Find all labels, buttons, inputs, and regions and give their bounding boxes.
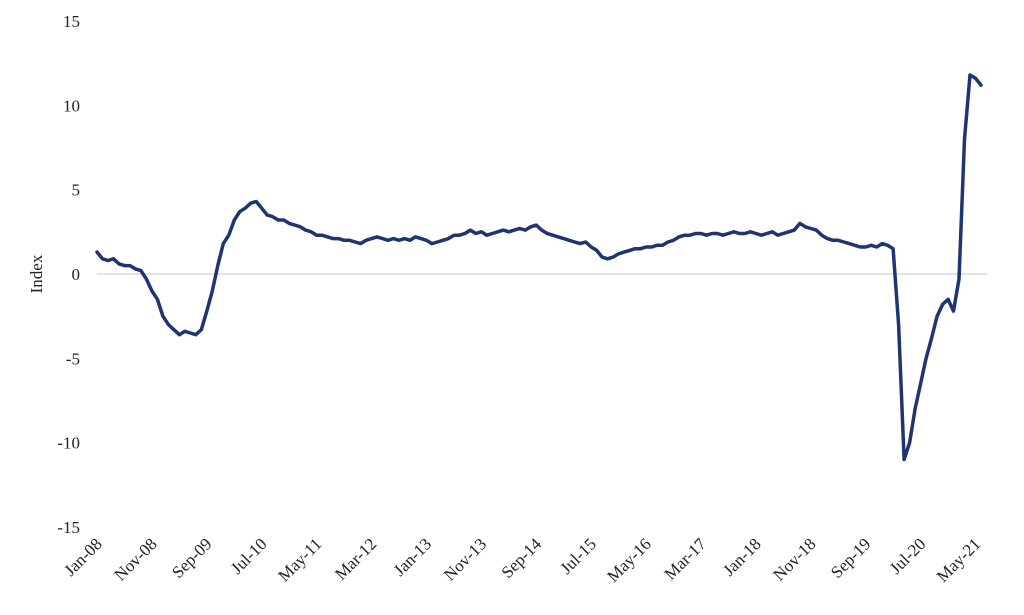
- x-tick-label: May-21: [933, 534, 984, 585]
- y-tick-label: -5: [66, 349, 80, 368]
- x-tick-label: May-11: [274, 534, 325, 585]
- y-tick-label: 0: [72, 265, 81, 284]
- x-tick-label: Jul-10: [227, 534, 270, 577]
- y-tick-label: 5: [72, 181, 81, 200]
- x-tick-label: Nov-18: [769, 534, 819, 584]
- x-tick-label: Jul-20: [886, 534, 929, 577]
- y-tick-label: -15: [57, 518, 80, 537]
- y-tick-label: -10: [57, 434, 80, 453]
- x-tick-label: Mar-17: [661, 534, 711, 584]
- x-tick-label: Mar-12: [331, 534, 380, 583]
- x-tick-label: Jan-08: [60, 534, 105, 579]
- x-tick-label: Jan-18: [719, 534, 764, 579]
- y-tick-label: 10: [63, 96, 80, 115]
- x-tick-label: Nov-08: [111, 534, 161, 584]
- y-axis-label: Index: [27, 254, 46, 293]
- x-tick-label: Nov-13: [440, 534, 490, 584]
- y-tick-label: 15: [63, 12, 80, 31]
- x-tick-label: Sep-09: [168, 534, 215, 581]
- x-tick-label: May-16: [603, 534, 654, 585]
- data-line: [95, 73, 983, 462]
- x-tick-label: Sep-14: [498, 534, 546, 582]
- x-tick-label: Jul-15: [557, 534, 600, 577]
- x-tick-label: Sep-19: [827, 534, 874, 581]
- x-tick-label: Jan-13: [390, 534, 435, 579]
